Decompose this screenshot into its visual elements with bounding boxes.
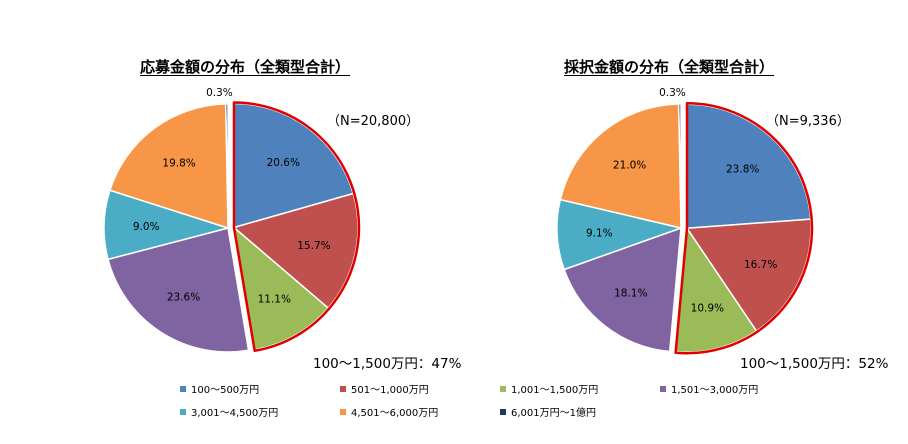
left-chart-title: 応募金額の分布（全類型合計） bbox=[140, 58, 351, 76]
legend-item: 6,001万円～1億円 bbox=[500, 404, 660, 419]
left-sample-size: （N=20,800） bbox=[327, 114, 420, 129]
left-pie-chart: 0.3% 20.6% 15.7% 11.1% 23.6% 9.0% 19.8% bbox=[103, 87, 361, 353]
legend: 100～500万円 501～1,000万円 1,001～1,500万円 1,50… bbox=[180, 381, 820, 419]
pie-data-label: 20.6% bbox=[267, 157, 300, 169]
legend-label: 4,501～6,000万円 bbox=[351, 408, 439, 419]
right-chart-title: 採択金額の分布（全類型合計） bbox=[564, 58, 775, 76]
legend-swatch bbox=[340, 408, 346, 415]
pie-data-label: 0.3% bbox=[206, 87, 233, 99]
legend-item: 4,501～6,000万円 bbox=[340, 404, 500, 419]
legend-label: 1,501～3,000万円 bbox=[671, 385, 759, 396]
left-highlight-summary: 100～1,500万円：47% bbox=[313, 356, 462, 372]
highlight-outline bbox=[674, 102, 814, 355]
pie-data-label: 16.7% bbox=[744, 259, 777, 271]
right-pie-chart: 0.3% 23.8% 16.7% 10.9% 18.1% 9.1% 21.0% bbox=[556, 87, 814, 355]
pie-slice bbox=[108, 103, 229, 230]
pie-data-label: 9.0% bbox=[133, 221, 160, 233]
legend-label: 6,001万円～1億円 bbox=[511, 408, 596, 419]
right-sample-size: （N=9,336） bbox=[766, 114, 850, 129]
pie-slice bbox=[563, 226, 682, 353]
pie-data-label: 15.7% bbox=[297, 240, 330, 252]
pie-data-label: 19.8% bbox=[162, 157, 195, 169]
legend-item: 1,501～3,000万円 bbox=[660, 381, 820, 396]
legend-label: 1,001～1,500万円 bbox=[511, 385, 599, 396]
right-highlight-summary: 100～1,500万円：52% bbox=[740, 356, 889, 372]
legend-label: 100～500万円 bbox=[191, 385, 260, 396]
pie-data-label: 11.1% bbox=[258, 294, 291, 306]
legend-item: 3,001～4,500万円 bbox=[180, 404, 340, 419]
legend-item: 501～1,000万円 bbox=[340, 381, 500, 396]
pie-data-label: 10.9% bbox=[691, 303, 724, 315]
legend-swatch bbox=[500, 385, 506, 392]
pie-data-label: 21.0% bbox=[613, 159, 646, 171]
pie-data-label: 0.3% bbox=[659, 87, 686, 99]
pie-data-label: 23.8% bbox=[726, 163, 759, 175]
legend-item: 1,001～1,500万円 bbox=[500, 381, 660, 396]
legend-item: 100～500万円 bbox=[180, 381, 340, 396]
pie-slice bbox=[559, 103, 682, 229]
pie-data-label: 23.6% bbox=[167, 292, 200, 304]
legend-swatch bbox=[340, 385, 346, 392]
legend-swatch bbox=[500, 408, 506, 415]
legend-swatch bbox=[180, 385, 186, 392]
legend-label: 501～1,000万円 bbox=[351, 385, 429, 396]
highlight-outline bbox=[232, 101, 361, 353]
legend-swatch bbox=[660, 385, 666, 392]
pie-slice bbox=[107, 227, 250, 353]
legend-swatch bbox=[180, 408, 186, 415]
legend-label: 3,001～4,500万円 bbox=[191, 408, 279, 419]
pie-data-label: 18.1% bbox=[614, 288, 647, 300]
pie-data-label: 9.1% bbox=[586, 228, 613, 240]
